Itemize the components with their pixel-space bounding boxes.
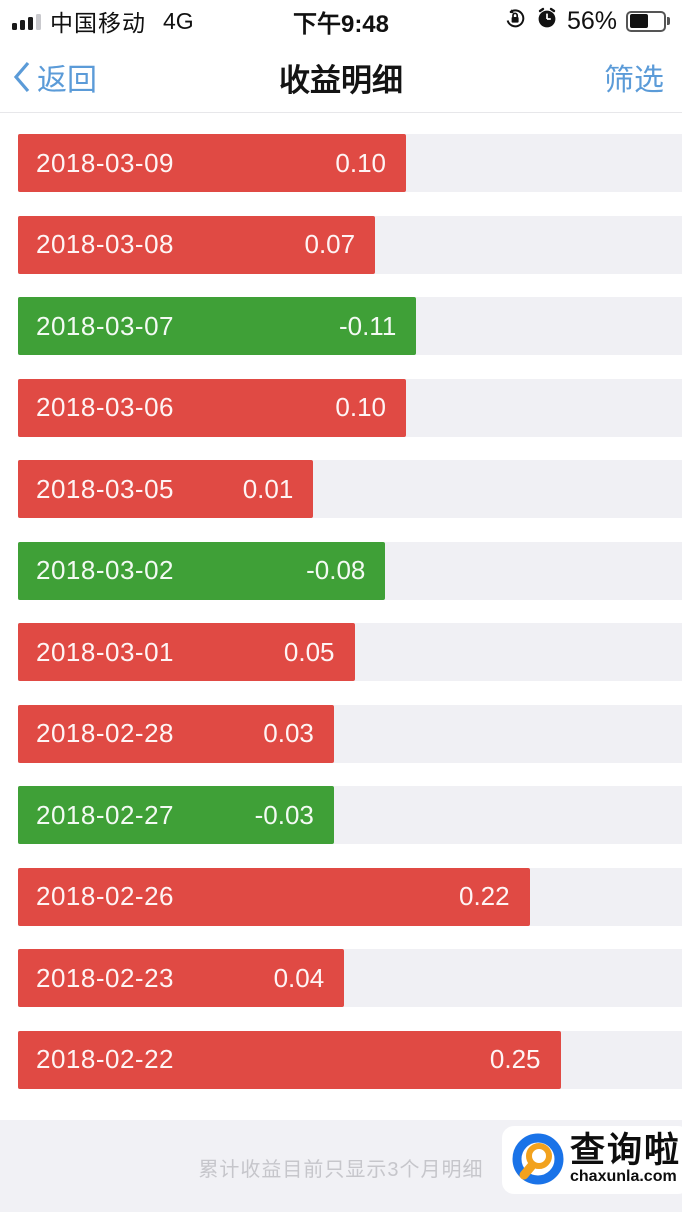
bar-value-label: 0.10: [335, 147, 386, 178]
earnings-row: 2018-03-05 0.01: [18, 460, 682, 518]
back-button[interactable]: 返回: [0, 55, 97, 99]
earnings-row: 2018-02-26 0.22: [18, 867, 682, 926]
earnings-row: 2018-02-28 0.03: [18, 704, 682, 763]
bar-value-label: 0.04: [273, 962, 325, 993]
bar-track: 2018-02-28 0.03: [18, 704, 682, 763]
bar-value-label: 0.03: [263, 718, 314, 748]
bar-date-label: 2018-03-02: [36, 555, 174, 585]
chaxunla-logo-icon: [510, 1132, 566, 1188]
earnings-row: 2018-02-22 0.25: [18, 1030, 682, 1089]
page-title: 收益明细: [279, 62, 403, 98]
status-left-group: 中国移动 4G: [12, 4, 194, 38]
bar-track: 2018-02-23 0.04: [18, 949, 682, 1007]
earnings-row: 2018-02-27 -0.03: [18, 786, 682, 844]
earnings-bar: 2018-03-07 -0.11: [18, 297, 417, 355]
bar-value-label: 0.10: [335, 392, 386, 422]
earnings-row: 2018-03-09 0.10: [18, 134, 682, 192]
bar-date-label: 2018-03-09: [36, 147, 174, 178]
earnings-row: 2018-03-06 0.10: [18, 378, 682, 437]
bar-date-label: 2018-03-05: [36, 473, 174, 504]
bar-date-label: 2018-02-27: [36, 799, 174, 830]
alarm-clock-icon: [536, 7, 558, 35]
earnings-bar: 2018-02-26 0.22: [18, 867, 530, 926]
bar-value-label: -0.03: [254, 799, 314, 830]
status-bar: 中国移动 4G 下午9:48 56%: [0, 0, 682, 42]
earnings-row: 2018-03-01 0.05: [18, 623, 682, 681]
battery-fill: [629, 14, 648, 28]
bar-track: 2018-03-02 -0.08: [18, 541, 682, 600]
back-button-label: 返回: [37, 64, 97, 97]
bar-track: 2018-02-27 -0.03: [18, 786, 682, 844]
bar-track: 2018-03-07 -0.11: [18, 297, 682, 355]
bar-value-label: 0.05: [283, 636, 335, 667]
earnings-list: 2018-03-09 0.10 2018-03-08 0.07 2018-03-07 -0…: [0, 113, 682, 1089]
carrier-label: 中国移动: [50, 10, 146, 36]
earnings-bar: 2018-03-01 0.05: [18, 623, 355, 681]
earnings-bar: 2018-02-23 0.04: [18, 949, 345, 1007]
earnings-row: 2018-02-23 0.04: [18, 949, 682, 1007]
bar-track: 2018-02-26 0.22: [18, 867, 682, 926]
footer: 累计收益目前只显示3个月明细 查询啦 chaxunla.com: [0, 1120, 682, 1212]
earnings-row: 2018-03-07 -0.11: [18, 297, 682, 355]
bar-date-label: 2018-02-23: [36, 962, 174, 993]
earnings-bar: 2018-02-27 -0.03: [18, 786, 334, 844]
bar-track: 2018-03-08 0.07: [18, 215, 682, 274]
bar-track: 2018-03-05 0.01: [18, 460, 682, 518]
footer-note: 累计收益目前只显示3个月明细: [198, 1159, 484, 1181]
battery-percent-label: 56%: [566, 6, 617, 35]
bar-date-label: 2018-02-28: [36, 718, 174, 748]
battery-icon: [626, 10, 670, 32]
rotation-lock-icon: [503, 6, 527, 36]
earnings-row: 2018-03-08 0.07: [18, 215, 682, 274]
network-type-label: 4G: [163, 7, 194, 34]
bar-value-label: 0.25: [489, 1044, 541, 1074]
bar-track: 2018-03-09 0.10: [18, 134, 682, 192]
bar-value-label: 0.22: [458, 881, 510, 911]
earnings-bar: 2018-03-08 0.07: [18, 215, 376, 274]
bar-track: 2018-03-01 0.05: [18, 623, 682, 681]
earnings-bar: 2018-02-28 0.03: [18, 704, 334, 763]
bar-value-label: -0.11: [338, 310, 397, 341]
bar-track: 2018-03-06 0.10: [18, 378, 682, 437]
watermark-badge: 查询啦 chaxunla.com: [502, 1126, 682, 1194]
chevron-left-icon: [12, 60, 32, 94]
status-right-group: 56%: [503, 6, 670, 36]
earnings-bar: 2018-02-22 0.25: [18, 1030, 561, 1089]
earnings-row: 2018-03-02 -0.08: [18, 541, 682, 600]
earnings-bar: 2018-03-05 0.01: [18, 460, 314, 518]
filter-button[interactable]: 筛选: [604, 55, 682, 99]
bar-date-label: 2018-02-26: [36, 881, 174, 911]
earnings-bar: 2018-03-09 0.10: [18, 134, 406, 192]
signal-strength-icon: [12, 13, 41, 30]
watermark-domain: chaxunla.com: [570, 1168, 677, 1185]
earnings-bar: 2018-03-02 -0.08: [18, 541, 386, 600]
watermark-brand: 查询啦: [570, 1131, 682, 1170]
bar-date-label: 2018-03-08: [36, 229, 174, 259]
bar-date-label: 2018-03-06: [36, 392, 174, 422]
bar-date-label: 2018-02-22: [36, 1044, 174, 1074]
bar-value-label: 0.07: [304, 229, 356, 259]
filter-button-label: 筛选: [604, 64, 664, 97]
bar-value-label: 0.01: [242, 473, 294, 504]
bar-date-label: 2018-03-07: [36, 310, 174, 341]
bar-value-label: -0.08: [306, 555, 366, 585]
bar-date-label: 2018-03-01: [36, 636, 174, 667]
earnings-bar: 2018-03-06 0.10: [18, 378, 406, 437]
bar-track: 2018-02-22 0.25: [18, 1030, 682, 1089]
nav-bar: 收益明细 返回 筛选: [0, 42, 682, 113]
